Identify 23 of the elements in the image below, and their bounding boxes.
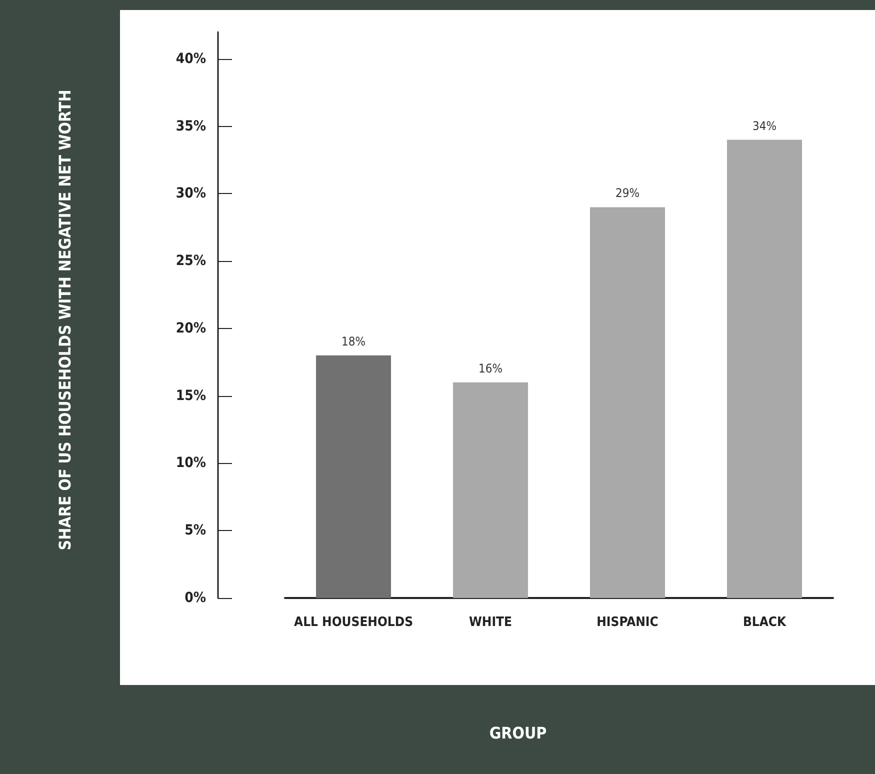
x-tick-label: WHITE <box>468 615 512 630</box>
bar <box>727 140 802 598</box>
bar <box>453 382 528 598</box>
data-label: 16% <box>478 361 502 376</box>
y-tick-label: 20% <box>176 320 206 336</box>
bar <box>316 355 391 598</box>
data-label: 29% <box>616 186 640 200</box>
y-tick-label: 25% <box>176 253 206 270</box>
y-tick-label: 5% <box>184 522 206 539</box>
data-label: 34% <box>752 118 776 133</box>
text: GROUP <box>489 724 547 742</box>
y-tick-label: 10% <box>176 455 206 472</box>
y-tick-label: 30% <box>176 186 206 202</box>
bar <box>590 207 665 598</box>
data-label: 18% <box>342 334 366 348</box>
y-tick-label: 15% <box>176 388 206 404</box>
y-tick-label: 0% <box>184 590 206 606</box>
x-tick-label: BLACK <box>742 615 787 630</box>
y-tick-label: 35% <box>176 118 206 134</box>
text: SHARE OF US HOUSEHOLDS WITH NEGATIVE NET WORTH <box>56 90 74 550</box>
y-tick-label: 40% <box>176 50 206 67</box>
x-tick-label: ALL HOUSEHOLDS <box>294 615 413 630</box>
x-tick-label: HISPANIC <box>596 615 658 630</box>
